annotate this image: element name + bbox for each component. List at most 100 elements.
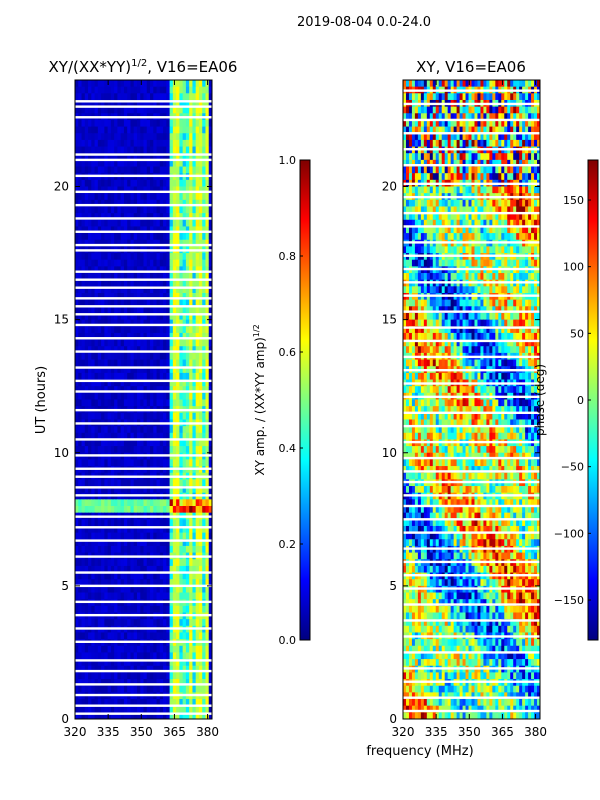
amplitude-heatmap-cell bbox=[120, 439, 125, 447]
amplitude-heatmap-cell bbox=[75, 99, 79, 108]
amplitude-heatmap-cell bbox=[189, 379, 194, 387]
amplitude-heatmap-cell bbox=[208, 572, 212, 580]
amplitude-heatmap-cell bbox=[179, 386, 184, 394]
phase-heatmap-cell bbox=[435, 80, 440, 88]
phase-heatmap-cell bbox=[525, 153, 529, 161]
amplitude-heatmap-cell bbox=[130, 372, 135, 381]
amplitude-heatmap-cell bbox=[81, 312, 86, 321]
phase-heatmap-cell bbox=[534, 173, 538, 181]
amplitude-flagged-row bbox=[75, 105, 212, 108]
amplitude-heatmap-cell bbox=[156, 426, 161, 434]
amplitude-heatmap-cell bbox=[81, 286, 86, 294]
amplitude-heatmap-cell bbox=[182, 319, 187, 327]
amplitude-heatmap-cell bbox=[208, 359, 212, 367]
amplitude-heatmap-cell bbox=[143, 126, 148, 134]
amplitude-heatmap-cell bbox=[195, 705, 200, 713]
amplitude-heatmap-cell bbox=[130, 206, 135, 214]
amplitude-heatmap-cell bbox=[84, 339, 89, 347]
phase-heatmap-cell bbox=[498, 186, 502, 194]
amplitude-heatmap-cell bbox=[146, 366, 151, 374]
amplitude-heatmap-cell bbox=[114, 226, 118, 234]
amplitude-heatmap-cell bbox=[176, 426, 180, 434]
amplitude-heatmap-cell bbox=[94, 226, 99, 234]
amplitude-heatmap-cell bbox=[84, 312, 89, 321]
amplitude-heatmap-cell bbox=[114, 392, 118, 401]
amplitude-heatmap-cell bbox=[192, 605, 197, 614]
amplitude-heatmap-cell bbox=[78, 499, 83, 507]
amplitude-heatmap-cell bbox=[166, 539, 171, 547]
amplitude-heatmap-cell bbox=[84, 585, 89, 594]
amplitude-heatmap-cell bbox=[189, 259, 194, 267]
phase-heatmap-cell bbox=[408, 80, 413, 88]
amplitude-heatmap-cell bbox=[97, 559, 102, 567]
amplitude-heatmap-cell bbox=[179, 326, 184, 334]
amplitude-heatmap-cell bbox=[75, 219, 79, 228]
amplitude-heatmap-cell bbox=[146, 605, 151, 614]
amplitude-heatmap-cell bbox=[153, 159, 158, 168]
amplitude-heatmap-cell bbox=[156, 619, 161, 627]
amplitude-heatmap-cell bbox=[104, 293, 109, 301]
amplitude-heatmap-cell bbox=[140, 159, 145, 168]
amplitude-heatmap-cell bbox=[163, 672, 167, 680]
amplitude-heatmap-cell bbox=[114, 139, 118, 148]
phase-heatmap-cell bbox=[453, 139, 458, 148]
phase-heatmap-cell bbox=[405, 119, 410, 128]
amplitude-heatmap-cell bbox=[114, 479, 118, 487]
amplitude-heatmap-cell bbox=[150, 459, 154, 467]
amplitude-heatmap-cell bbox=[110, 293, 115, 301]
amplitude-heatmap-cell bbox=[176, 592, 180, 600]
amplitude-heatmap-cell bbox=[120, 519, 125, 527]
amplitude-heatmap-cell bbox=[195, 219, 200, 228]
amplitude-heatmap-cell bbox=[120, 652, 125, 660]
amplitude-heatmap-cell bbox=[153, 679, 158, 687]
amplitude-heatmap-cell bbox=[156, 339, 161, 347]
amplitude-heatmap-cell bbox=[133, 179, 138, 188]
amplitude-heatmap-cell bbox=[104, 119, 109, 128]
amplitude-heatmap-cell bbox=[202, 592, 207, 600]
amplitude-heatmap-cell bbox=[159, 93, 164, 101]
amplitude-heatmap-cell bbox=[202, 506, 207, 514]
amplitude-heatmap-cell bbox=[114, 399, 118, 407]
amplitude-heatmap-cell bbox=[202, 519, 207, 527]
amplitude-heatmap-cell bbox=[182, 146, 187, 154]
amplitude-heatmap-cell bbox=[84, 133, 89, 141]
amplitude-heatmap-cell bbox=[176, 652, 180, 660]
amplitude-heatmap-cell bbox=[107, 219, 112, 228]
amplitude-heatmap-cell bbox=[140, 659, 145, 667]
amplitude-heatmap-cell bbox=[202, 619, 207, 627]
phase-heatmap-cell bbox=[492, 166, 496, 174]
amplitude-heatmap-cell bbox=[117, 426, 122, 434]
amplitude-heatmap-cell bbox=[91, 166, 96, 174]
amplitude-heatmap-cell bbox=[101, 213, 105, 221]
amplitude-heatmap-cell bbox=[182, 186, 187, 194]
amplitude-heatmap-cell bbox=[114, 146, 118, 154]
amplitude-heatmap-cell bbox=[91, 259, 96, 267]
amplitude-heatmap-cell bbox=[176, 332, 180, 341]
amplitude-heatmap-cell bbox=[163, 86, 167, 94]
phase-heatmap-cell bbox=[420, 113, 425, 121]
amplitude-heatmap-cell bbox=[127, 379, 132, 387]
amplitude-heatmap-cell bbox=[101, 299, 105, 307]
phase-heatmap-cell bbox=[441, 173, 446, 181]
amplitude-heatmap-cell bbox=[198, 99, 203, 108]
amplitude-heatmap-cell bbox=[179, 392, 184, 401]
amplitude-heatmap-cell bbox=[153, 439, 158, 447]
amplitude-heatmap-cell bbox=[81, 253, 86, 261]
amplitude-heatmap-cell bbox=[136, 226, 141, 234]
amplitude-heatmap-cell bbox=[176, 319, 180, 327]
amplitude-heatmap-cell bbox=[75, 572, 79, 580]
amplitude-heatmap-cell bbox=[159, 399, 164, 407]
amplitude-heatmap-cell bbox=[127, 299, 132, 307]
amplitude-heatmap-cell bbox=[81, 525, 86, 534]
amplitude-heatmap-cell bbox=[88, 699, 92, 707]
amplitude-heatmap-cell bbox=[146, 93, 151, 101]
amplitude-heatmap-cell bbox=[107, 326, 112, 334]
phase-heatmap-cell bbox=[441, 186, 446, 194]
amplitude-heatmap-cell bbox=[84, 326, 89, 334]
amplitude-heatmap-cell bbox=[78, 193, 83, 201]
phase-heatmap-cell bbox=[480, 186, 485, 194]
amplitude-heatmap-cell bbox=[107, 80, 112, 88]
phase-heatmap-cell bbox=[519, 166, 523, 174]
amplitude-heatmap-cell bbox=[176, 279, 180, 287]
phase-heatmap-cell bbox=[486, 173, 490, 181]
